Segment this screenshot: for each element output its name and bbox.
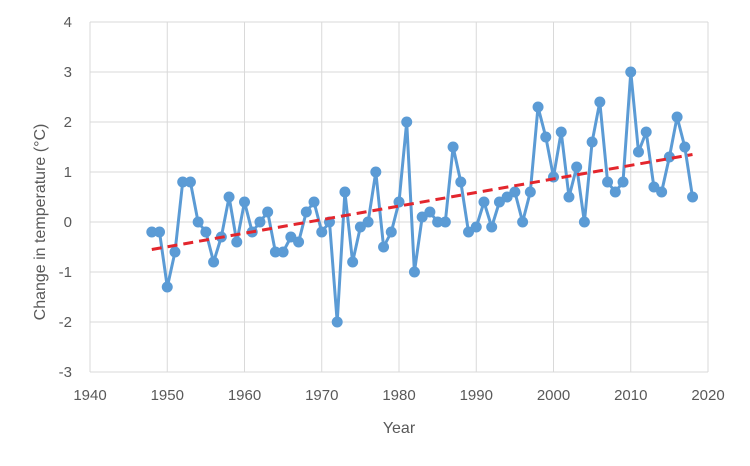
x-axis-title: Year <box>383 420 416 437</box>
data-point <box>370 166 382 178</box>
y-tick-label: -1 <box>59 264 72 281</box>
data-point <box>408 266 420 278</box>
data-point <box>339 186 351 198</box>
data-point <box>632 146 644 158</box>
x-tick-label: 2000 <box>537 387 570 404</box>
data-point <box>609 186 621 198</box>
y-tick-label: 3 <box>64 64 72 81</box>
data-point <box>679 141 691 153</box>
data-point <box>277 246 289 258</box>
data-point <box>640 126 652 138</box>
data-point <box>254 216 266 228</box>
data-point <box>571 161 583 173</box>
data-point <box>532 101 544 113</box>
series-group <box>146 66 699 328</box>
data-point <box>146 226 158 238</box>
data-point <box>578 216 590 228</box>
data-point <box>161 281 173 293</box>
data-point <box>362 216 374 228</box>
data-point <box>524 186 536 198</box>
x-tick-label: 1940 <box>73 387 106 404</box>
data-point <box>439 216 451 228</box>
data-point <box>617 176 629 188</box>
x-tick-label: 1990 <box>460 387 493 404</box>
data-point <box>563 191 575 203</box>
data-point <box>586 136 598 148</box>
data-point <box>509 186 521 198</box>
data-point <box>602 176 614 188</box>
x-tick-label: 1970 <box>305 387 338 404</box>
x-tick-label: 2020 <box>691 387 724 404</box>
data-point <box>447 141 459 153</box>
data-point <box>269 246 281 258</box>
data-point <box>385 226 397 238</box>
x-tick-label: 1980 <box>382 387 415 404</box>
data-point <box>184 176 196 188</box>
data-point <box>154 226 166 238</box>
data-point <box>347 256 359 268</box>
data-point <box>424 206 436 218</box>
y-tick-label: -2 <box>59 314 72 331</box>
data-point <box>432 216 444 228</box>
y-tick-labels: -3 -2 -1 0 1 2 3 4 <box>59 14 72 381</box>
data-point <box>300 206 312 218</box>
x-tick-labels: 1940 1950 1960 1970 1980 1990 2000 2010 2020 <box>73 387 724 404</box>
y-tick-label: -3 <box>59 364 72 381</box>
data-point <box>262 206 274 218</box>
x-tick-label: 1960 <box>228 387 261 404</box>
x-tick-label: 2010 <box>614 387 647 404</box>
data-point <box>331 316 343 328</box>
data-point <box>208 256 220 268</box>
data-point <box>478 196 490 208</box>
data-point <box>223 191 235 203</box>
data-point <box>231 236 243 248</box>
data-point <box>625 66 637 78</box>
y-tick-label: 0 <box>64 214 72 231</box>
y-tick-label: 2 <box>64 114 72 131</box>
data-point <box>200 226 212 238</box>
data-point <box>239 196 250 208</box>
x-tick-label: 1950 <box>151 387 184 404</box>
y-axis-title: Change in temperature (°C) <box>32 124 49 321</box>
data-point <box>177 176 189 188</box>
y-tick-label: 4 <box>64 14 72 31</box>
data-point <box>470 221 482 233</box>
data-point <box>656 186 668 198</box>
data-point <box>486 221 498 233</box>
data-point <box>293 236 305 248</box>
data-point <box>378 241 390 253</box>
data-point <box>594 96 606 108</box>
data-point <box>455 176 467 188</box>
trend-line <box>151 153 693 251</box>
data-point <box>169 246 181 258</box>
data-point <box>517 216 529 228</box>
data-point <box>308 196 320 208</box>
data-point <box>393 196 405 208</box>
data-point <box>316 226 328 238</box>
data-point <box>671 111 683 123</box>
data-point <box>401 116 413 128</box>
data-point <box>663 151 675 163</box>
data-point <box>192 216 204 228</box>
data-point <box>687 191 699 203</box>
data-point <box>555 126 567 138</box>
data-point <box>540 131 552 143</box>
y-tick-label: 1 <box>64 164 72 181</box>
